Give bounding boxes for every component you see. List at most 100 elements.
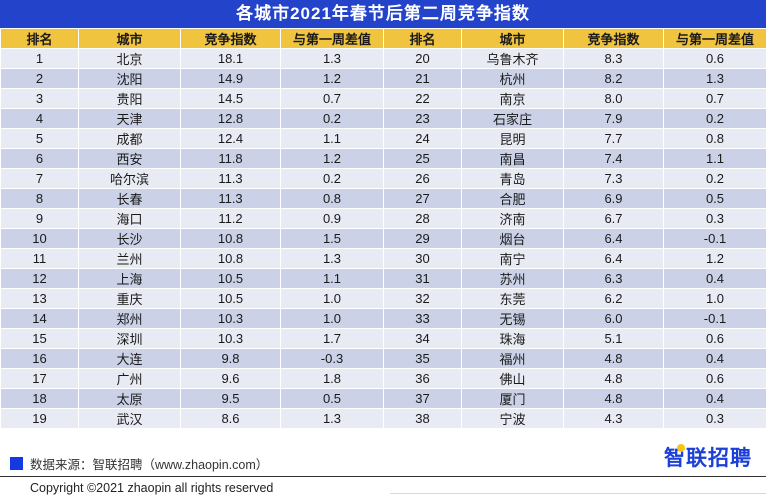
index-cell: 9.6 <box>180 368 281 389</box>
city-cell: 烟台 <box>461 228 564 249</box>
diff-cell: 0.6 <box>663 368 766 389</box>
rank-cell: 33 <box>383 308 462 329</box>
index-cell: 8.2 <box>563 68 664 89</box>
rank-cell: 9 <box>0 208 79 229</box>
city-cell: 成都 <box>78 128 181 149</box>
competition-index-table: 排名 城市 竞争指数 与第一周差值 排名 城市 竞争指数 与第一周差值 1 北京 1… <box>0 28 766 429</box>
rank-cell: 14 <box>0 308 79 329</box>
index-cell: 6.4 <box>563 248 664 269</box>
diff-cell: 0.2 <box>663 168 766 189</box>
diff-cell: 0.6 <box>663 328 766 349</box>
city-cell: 石家庄 <box>461 108 564 129</box>
table-row: 10 长沙 10.8 1.5 29 烟台 6.4 -0.1 <box>0 228 766 249</box>
city-cell: 南京 <box>461 88 564 109</box>
data-source-line: 数据来源：智联招聘（www.zhaopin.com） <box>10 454 268 473</box>
city-cell: 南宁 <box>461 248 564 269</box>
table-row: 1 北京 18.1 1.3 20 乌鲁木齐 8.3 0.6 <box>0 48 766 69</box>
diff-cell: 1.5 <box>280 228 384 249</box>
rank-cell: 12 <box>0 268 79 289</box>
city-cell: 南昌 <box>461 148 564 169</box>
table-row: 13 重庆 10.5 1.0 32 东莞 6.2 1.0 <box>0 288 766 309</box>
header-city: 城市 <box>78 28 181 49</box>
diff-cell: 0.7 <box>280 88 384 109</box>
city-cell: 昆明 <box>461 128 564 149</box>
diff-cell: 0.4 <box>663 268 766 289</box>
diff-cell: 1.8 <box>280 368 384 389</box>
table-row: 6 西安 11.8 1.2 25 南昌 7.4 1.1 <box>0 148 766 169</box>
page-title: 各城市2021年春节后第二周竞争指数 <box>236 4 530 23</box>
diff-cell: 0.2 <box>280 108 384 129</box>
header-rank: 排名 <box>0 28 79 49</box>
rank-cell: 11 <box>0 248 79 269</box>
city-cell: 哈尔滨 <box>78 168 181 189</box>
rank-cell: 7 <box>0 168 79 189</box>
index-cell: 14.9 <box>180 68 281 89</box>
city-cell: 青岛 <box>461 168 564 189</box>
city-cell: 武汉 <box>78 408 181 429</box>
rank-cell: 3 <box>0 88 79 109</box>
index-cell: 12.4 <box>180 128 281 149</box>
rank-cell: 13 <box>0 288 79 309</box>
index-cell: 8.6 <box>180 408 281 429</box>
index-cell: 11.2 <box>180 208 281 229</box>
index-cell: 4.8 <box>563 368 664 389</box>
city-cell: 佛山 <box>461 368 564 389</box>
bottom-edge-line <box>390 493 766 494</box>
city-cell: 贵阳 <box>78 88 181 109</box>
index-cell: 5.1 <box>563 328 664 349</box>
index-cell: 6.0 <box>563 308 664 329</box>
rank-cell: 6 <box>0 148 79 169</box>
city-cell: 珠海 <box>461 328 564 349</box>
diff-cell: -0.1 <box>663 228 766 249</box>
city-cell: 重庆 <box>78 288 181 309</box>
city-cell: 海口 <box>78 208 181 229</box>
rank-cell: 16 <box>0 348 79 369</box>
header-diff: 与第一周差值 <box>280 28 384 49</box>
rank-cell: 22 <box>383 88 462 109</box>
table-row: 18 太原 9.5 0.5 37 厦门 4.8 0.4 <box>0 388 766 409</box>
index-cell: 8.3 <box>563 48 664 69</box>
diff-cell: 0.9 <box>280 208 384 229</box>
rank-cell: 20 <box>383 48 462 69</box>
index-cell: 4.3 <box>563 408 664 429</box>
rank-cell: 34 <box>383 328 462 349</box>
city-cell: 太原 <box>78 388 181 409</box>
diff-cell: 1.1 <box>280 268 384 289</box>
table-row: 5 成都 12.4 1.1 24 昆明 7.7 0.8 <box>0 128 766 149</box>
rank-cell: 35 <box>383 348 462 369</box>
footer-divider <box>0 476 766 477</box>
city-cell: 无锡 <box>461 308 564 329</box>
rank-cell: 27 <box>383 188 462 209</box>
index-cell: 14.5 <box>180 88 281 109</box>
rank-cell: 17 <box>0 368 79 389</box>
index-cell: 6.9 <box>563 188 664 209</box>
city-cell: 合肥 <box>461 188 564 209</box>
diff-cell: 0.8 <box>280 188 384 209</box>
diff-cell: 0.2 <box>280 168 384 189</box>
zhaopin-logo: 智联招聘 <box>664 442 752 472</box>
rank-cell: 32 <box>383 288 462 309</box>
diff-cell: 1.2 <box>663 248 766 269</box>
diff-cell: 0.6 <box>663 48 766 69</box>
rank-cell: 31 <box>383 268 462 289</box>
city-cell: 东莞 <box>461 288 564 309</box>
index-cell: 11.8 <box>180 148 281 169</box>
index-cell: 7.4 <box>563 148 664 169</box>
index-cell: 10.3 <box>180 308 281 329</box>
rank-cell: 1 <box>0 48 79 69</box>
legend-square-icon <box>10 457 23 470</box>
index-cell: 6.3 <box>563 268 664 289</box>
index-cell: 11.3 <box>180 188 281 209</box>
header-city: 城市 <box>461 28 564 49</box>
diff-cell: 1.1 <box>280 128 384 149</box>
rank-cell: 21 <box>383 68 462 89</box>
city-cell: 大连 <box>78 348 181 369</box>
table-row: 17 广州 9.6 1.8 36 佛山 4.8 0.6 <box>0 368 766 389</box>
rank-cell: 10 <box>0 228 79 249</box>
diff-cell: 1.3 <box>663 68 766 89</box>
table-row: 3 贵阳 14.5 0.7 22 南京 8.0 0.7 <box>0 88 766 109</box>
diff-cell: -0.3 <box>280 348 384 369</box>
rank-cell: 5 <box>0 128 79 149</box>
rank-cell: 29 <box>383 228 462 249</box>
